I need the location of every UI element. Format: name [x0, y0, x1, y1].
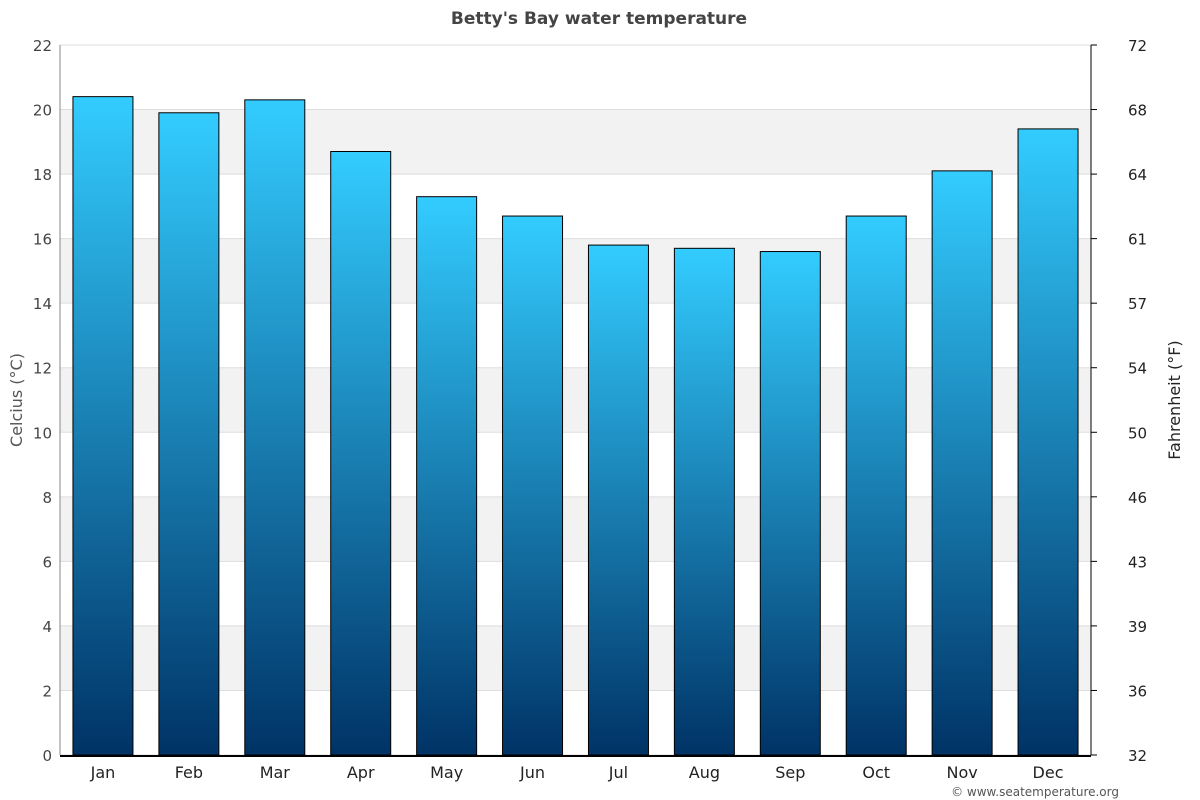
- y-tick-label: 0: [42, 747, 52, 765]
- bar-nov: [931, 170, 993, 756]
- bar-apr: [330, 151, 392, 756]
- chart-title: Betty's Bay water temperature: [451, 9, 747, 29]
- bar-aug: [673, 247, 735, 756]
- y2-tick-label: 57: [1128, 295, 1147, 313]
- bar-oct: [845, 215, 907, 756]
- y2-tick-label: 64: [1128, 166, 1147, 184]
- x-tick-label: Apr: [347, 763, 375, 782]
- bar-jun: [502, 215, 564, 756]
- y-tick-label: 20: [33, 102, 52, 120]
- y-tick-label: 12: [33, 360, 52, 378]
- y2-tick-label: 68: [1128, 102, 1147, 120]
- y2-tick-label: 54: [1128, 360, 1147, 378]
- x-tick-label: Jun: [519, 763, 545, 782]
- bar-jan: [72, 96, 134, 756]
- bar-may: [416, 196, 478, 756]
- y-tick-label: 6: [42, 553, 52, 571]
- credit-text: © www.seatemperature.org: [951, 785, 1119, 799]
- x-tick-label: Aug: [689, 763, 720, 782]
- x-tick-label: Dec: [1033, 763, 1064, 782]
- grid-band: [60, 496, 1091, 562]
- grid-band: [60, 238, 1091, 304]
- y-tick-label: 16: [33, 231, 52, 249]
- bar-mar: [244, 99, 306, 756]
- y-tick-label: 18: [33, 166, 52, 184]
- grid-band: [60, 367, 1091, 433]
- y-tick-label: 14: [33, 295, 52, 313]
- grid-band: [60, 625, 1091, 691]
- y2-tick-label: 32: [1128, 747, 1147, 765]
- y2-tick-label: 36: [1128, 682, 1147, 700]
- y2-tick-label: 43: [1128, 553, 1147, 571]
- x-tick-label: Jan: [90, 763, 116, 782]
- x-tick-label: Nov: [947, 763, 978, 782]
- y2-tick-label: 46: [1128, 489, 1147, 507]
- bar-feb: [158, 112, 220, 756]
- bar-jul: [587, 244, 649, 756]
- y2-tick-label: 72: [1128, 37, 1147, 55]
- y2-tick-label: 50: [1128, 424, 1147, 442]
- y2-tick-label: 61: [1128, 231, 1147, 249]
- y-tick-label: 2: [42, 682, 52, 700]
- grid-band: [60, 109, 1091, 175]
- y-tick-label: 4: [42, 618, 52, 636]
- y-tick-label: 22: [33, 37, 52, 55]
- y-tick-label: 8: [42, 489, 52, 507]
- x-tick-label: May: [430, 763, 463, 782]
- x-tick-label: Oct: [862, 763, 890, 782]
- y2-tick-label: 39: [1128, 618, 1147, 636]
- x-tick-label: Mar: [260, 763, 291, 782]
- y-axis-label: Celcius (°C): [7, 353, 26, 447]
- x-tick-label: Jul: [608, 763, 628, 782]
- bar-dec: [1017, 128, 1079, 756]
- y2-axis-label: Fahrenheit (°F): [1165, 340, 1184, 459]
- x-tick-label: Feb: [175, 763, 203, 782]
- x-tick-label: Sep: [775, 763, 805, 782]
- bar-sep: [759, 251, 821, 756]
- y-tick-label: 10: [33, 424, 52, 442]
